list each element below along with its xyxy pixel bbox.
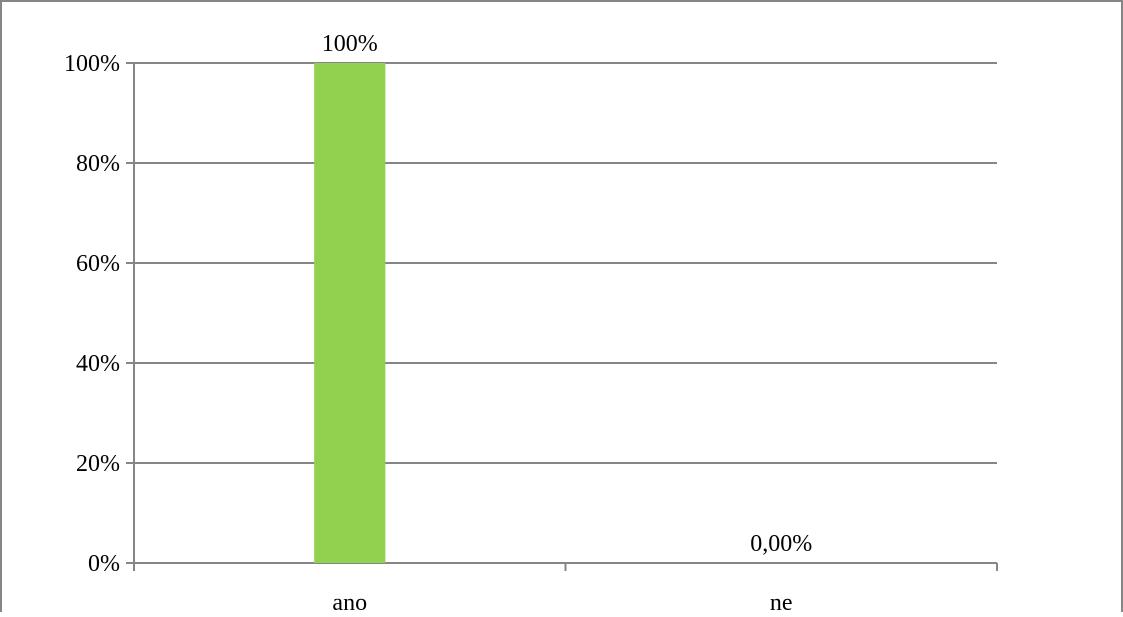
bars bbox=[314, 63, 386, 563]
data-label-ne: 0,00% bbox=[750, 531, 812, 557]
y-tick-label: 0% bbox=[88, 551, 120, 577]
x-category-label-ne: ne bbox=[770, 590, 793, 612]
gridlines bbox=[126, 62, 997, 564]
data-label-ano: 100% bbox=[322, 31, 378, 57]
y-tick-label: 80% bbox=[76, 151, 120, 177]
y-tick-label: 40% bbox=[76, 351, 120, 377]
y-tick-label: 100% bbox=[64, 51, 120, 77]
y-tick-label: 60% bbox=[76, 251, 120, 277]
labels: 0% 20% 40% 60% 80% 100% 100% ano 0,00% ne bbox=[64, 31, 812, 616]
x-category-label-ano: ano bbox=[332, 590, 367, 612]
axes bbox=[133, 63, 998, 571]
y-tick-label: 20% bbox=[76, 451, 120, 477]
bar-ano bbox=[314, 63, 386, 563]
